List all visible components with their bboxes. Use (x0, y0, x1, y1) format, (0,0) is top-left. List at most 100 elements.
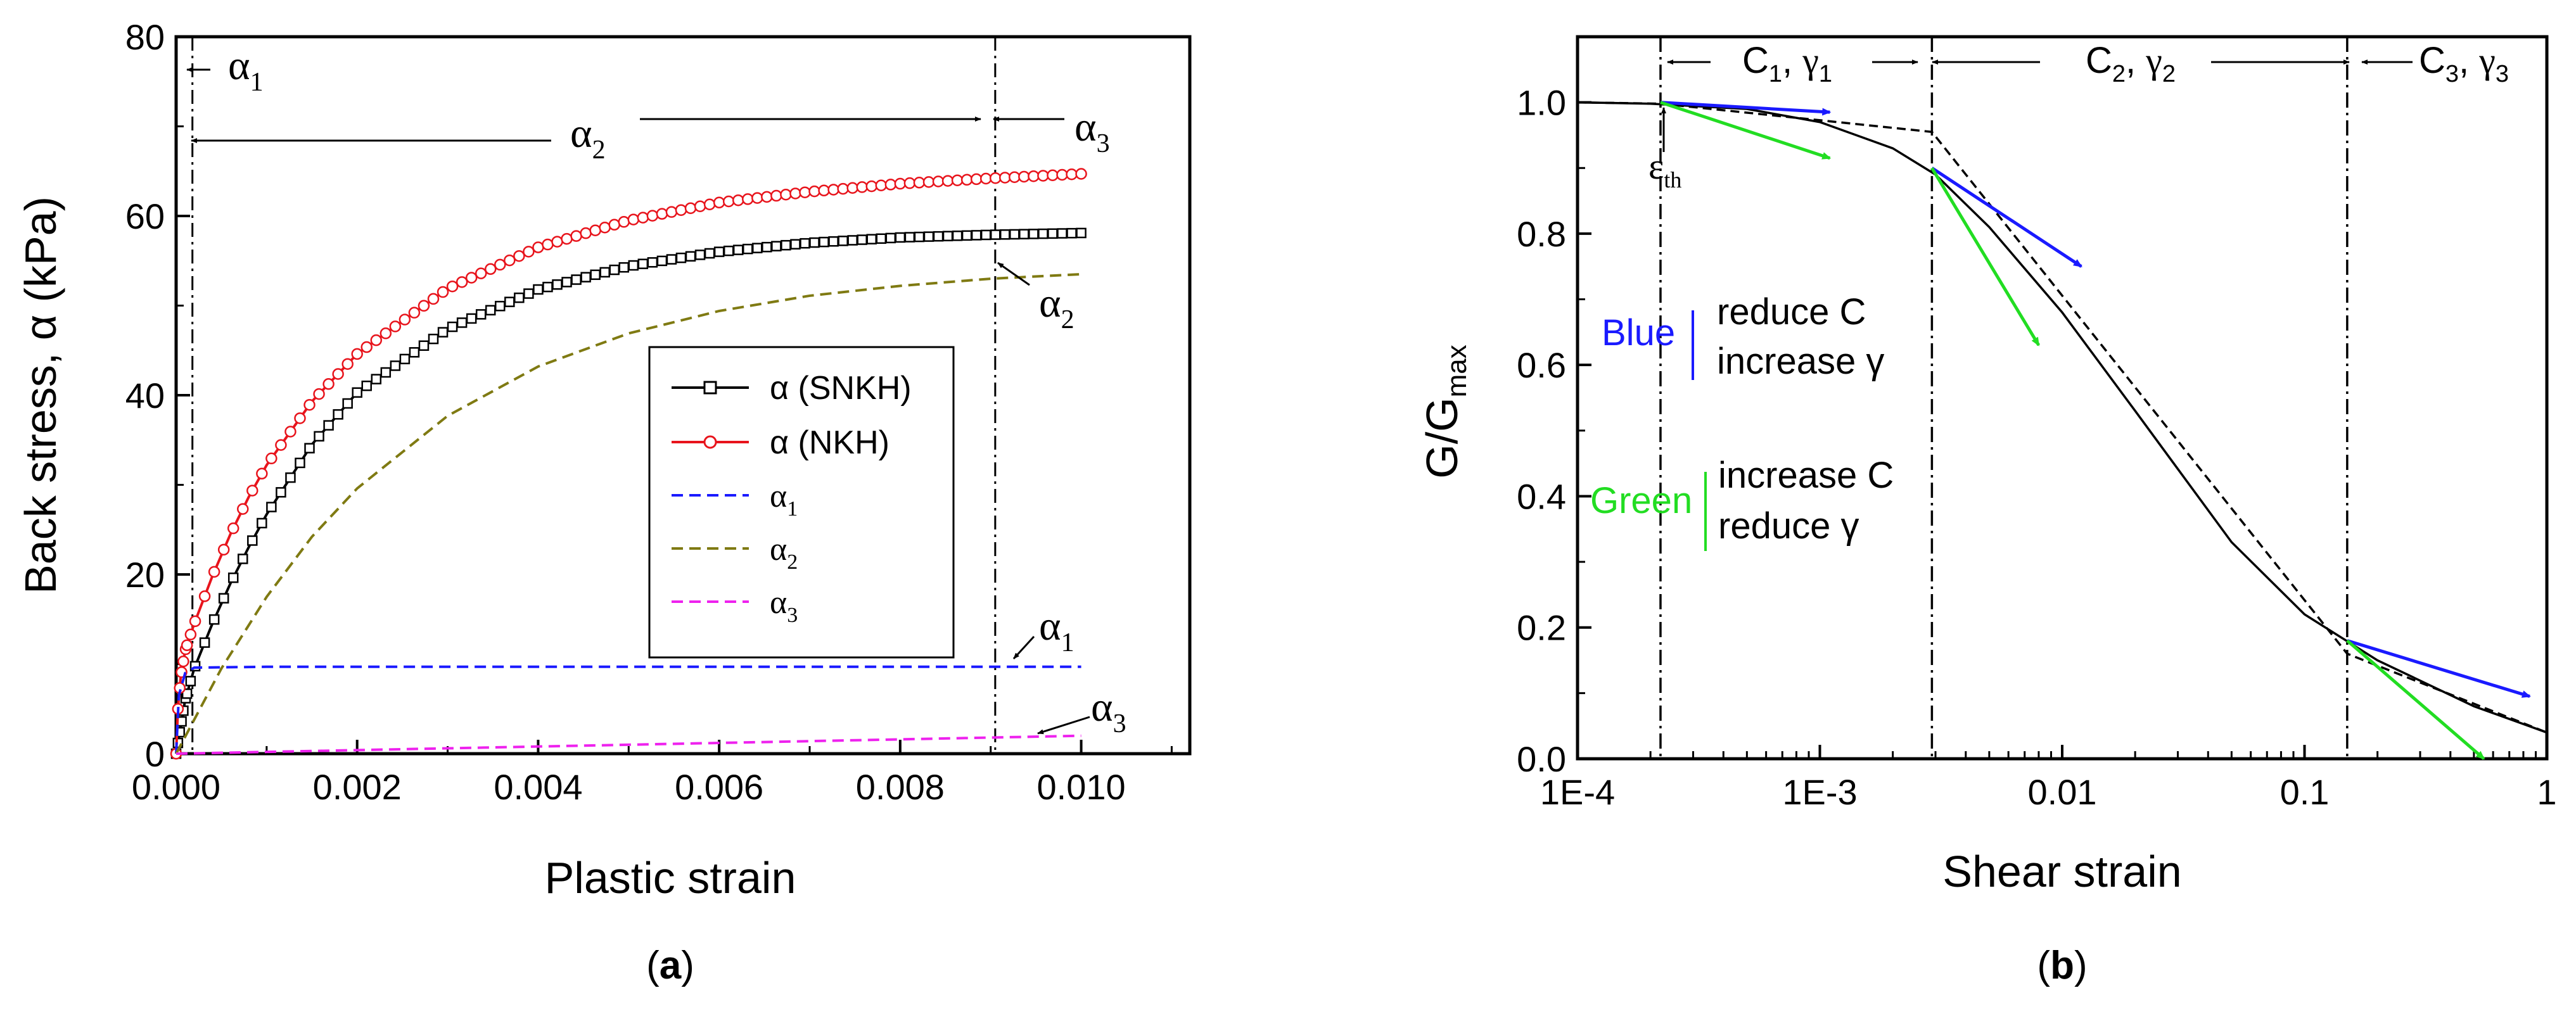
blue-note-line2: increase γ (1717, 341, 1884, 382)
data-point-snkh (208, 614, 220, 625)
chart-b-region-annotations: C1, γ1 C2, γ2 C3, γ3 εth (1648, 40, 2509, 193)
data-point-snkh (1057, 228, 1068, 239)
data-point-nkh (313, 388, 325, 400)
data-point-snkh (561, 277, 572, 288)
data-point-snkh (790, 239, 801, 250)
y-tick-label: 60 (125, 196, 165, 236)
data-point-nkh (589, 224, 601, 236)
data-point-snkh (1047, 228, 1058, 239)
data-point-nkh (256, 467, 268, 480)
x-tick-label: 0.006 (675, 767, 763, 807)
green-note-line2: reduce γ (1718, 505, 1859, 547)
chart-b: 1E-4 1E-3 0.01 0.1 1 0.0 0.2 0.4 0.6 0.8 1.0 Shear… (1417, 35, 2557, 987)
data-point-nkh (294, 412, 306, 424)
x-tick-label: 0.002 (313, 767, 402, 807)
data-point-nkh (827, 184, 839, 196)
data-point-snkh (304, 443, 315, 453)
y-tick-label: 20 (125, 555, 165, 595)
data-point-nkh (751, 192, 763, 204)
data-point-snkh (185, 676, 196, 687)
data-point-snkh (971, 230, 982, 241)
slope-arrow-blue (1930, 167, 2082, 268)
data-point-snkh (732, 244, 744, 255)
data-point-snkh (495, 300, 506, 312)
data-point-nkh (761, 191, 773, 203)
chart-b-tick-labels: 1E-4 1E-3 0.01 0.1 1 0.0 0.2 0.4 0.6 0.8 1.0 (1517, 83, 2556, 812)
data-point-snkh (656, 255, 668, 267)
data-point-snkh (809, 237, 820, 248)
series-line-2 (175, 665, 1081, 754)
series-line-3 (175, 272, 1081, 754)
data-point-snkh (580, 272, 591, 282)
data-point-snkh (504, 296, 515, 307)
data-point-snkh (1076, 227, 1087, 239)
legend-item-nkh: α (NKH) (672, 424, 889, 461)
data-point-nkh (684, 202, 697, 214)
annotation-alpha3-right: α3 (1091, 684, 1126, 738)
data-point-nkh (542, 238, 554, 251)
data-point-snkh (685, 251, 696, 262)
region-label-2: C2, γ2 (2086, 40, 2176, 87)
data-point-snkh (295, 457, 305, 469)
chart-b-plot-frame (1576, 35, 2549, 761)
data-point-nkh (818, 184, 830, 197)
data-point-snkh (628, 260, 639, 271)
data-point-nkh (799, 186, 811, 198)
legend-label-snkh: α (SNKH) (770, 370, 912, 407)
data-point-snkh (762, 241, 772, 253)
x-tick-label: 0.008 (856, 767, 945, 807)
data-point-snkh (743, 243, 753, 255)
data-point-snkh (380, 367, 392, 378)
data-point-snkh (904, 232, 915, 243)
data-point-snkh (895, 232, 906, 243)
data-point-snkh (723, 245, 734, 257)
data-point-snkh (1019, 229, 1030, 239)
chart-a-tick-labels: 0.000 0.002 0.004 0.006 0.008 0.010 0 20 40 60 80 (125, 17, 1126, 807)
y-tick-label: 80 (125, 17, 165, 57)
data-point-nkh (217, 543, 230, 556)
data-point-snkh (857, 234, 867, 245)
slope-arrow-green (1930, 167, 2041, 346)
series-line-piecewise (1577, 101, 2547, 734)
data-point-snkh (418, 340, 430, 351)
chart-a: 0.000 0.002 0.004 0.006 0.008 0.010020406080 … (16, 17, 1192, 987)
data-point-nkh (322, 378, 335, 390)
data-point-snkh (990, 229, 1001, 240)
data-point-snkh (266, 502, 277, 512)
data-point-snkh (1028, 229, 1039, 239)
data-point-nkh (399, 314, 411, 326)
data-point-snkh (933, 231, 944, 242)
data-point-snkh (847, 235, 858, 246)
data-point-nkh (970, 173, 983, 186)
data-point-nkh (932, 175, 945, 187)
data-point-snkh (952, 231, 963, 241)
annotation-eps-th: εth (1648, 146, 1681, 193)
data-point-nkh (1009, 171, 1021, 183)
data-point-nkh (532, 241, 544, 253)
data-point-snkh (694, 250, 706, 260)
data-point-nkh (177, 656, 189, 668)
annotation-alpha1-top: α1 (228, 42, 264, 97)
data-point-snkh (523, 288, 534, 299)
data-point-snkh (342, 398, 353, 409)
data-point-nkh (465, 272, 478, 284)
data-point-nkh (341, 358, 354, 370)
data-point-nkh (789, 187, 801, 200)
data-point-snkh (961, 230, 972, 241)
data-point-nkh (922, 176, 935, 188)
data-point-nkh (561, 232, 573, 245)
data-point-nkh (808, 185, 820, 198)
data-point-nkh (703, 198, 716, 211)
data-point-snkh (542, 281, 553, 293)
data-point-nkh (504, 254, 516, 267)
data-point-nkh (780, 189, 792, 201)
data-point-nkh (856, 181, 868, 193)
data-point-nkh (332, 368, 344, 380)
data-point-nkh (646, 210, 659, 222)
data-point-snkh (552, 279, 563, 290)
legend-item-alpha2: α2 (672, 531, 798, 574)
data-point-nkh (246, 485, 258, 497)
chart-a-series (170, 168, 1087, 760)
y-tick-label: 0 (145, 734, 165, 774)
